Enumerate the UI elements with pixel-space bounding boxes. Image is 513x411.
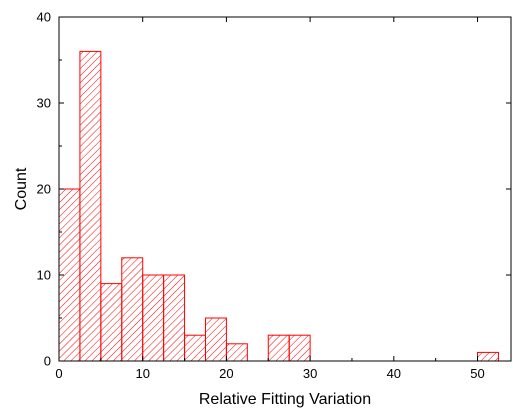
x-tick-label: 0 xyxy=(55,366,62,381)
y-tick-label: 40 xyxy=(37,10,51,25)
x-axis-title: Relative Fitting Variation xyxy=(199,391,371,408)
histogram-bar-3 xyxy=(121,257,144,362)
x-axis: 0 10 20 30 40 50 xyxy=(55,17,485,381)
histogram-bar-8 xyxy=(225,343,248,362)
x-tick-label: 20 xyxy=(219,366,233,381)
y-tick-label: 10 xyxy=(37,268,51,283)
histogram-bar-2 xyxy=(100,283,123,362)
x-tick-label: 50 xyxy=(470,366,484,381)
histogram-bar-9 xyxy=(267,334,290,362)
bars-group xyxy=(58,50,499,362)
y-tick-label: 0 xyxy=(44,354,51,369)
y-axis-title: Count xyxy=(13,167,30,210)
histogram-bar-1 xyxy=(79,50,102,362)
x-tick-label: 40 xyxy=(387,366,401,381)
y-tick-label: 30 xyxy=(37,96,51,111)
histogram-bar-6 xyxy=(184,334,206,362)
histogram-bar-7 xyxy=(204,317,227,362)
histogram-bar-10 xyxy=(288,334,311,362)
y-axis: 0 10 20 30 40 xyxy=(37,10,511,369)
x-tick-label: 10 xyxy=(135,366,149,381)
histogram-bar-5 xyxy=(163,274,186,362)
x-tick-label: 30 xyxy=(303,366,317,381)
histogram-bar-4 xyxy=(142,274,165,362)
histogram-bar-11 xyxy=(477,351,499,362)
y-tick-label: 20 xyxy=(37,182,51,197)
